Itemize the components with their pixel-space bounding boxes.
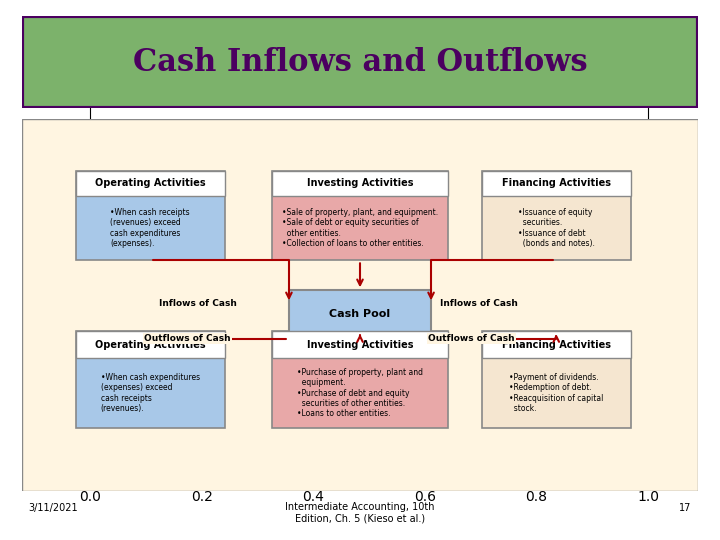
Text: •When cash receipts
(revenues) exceed
cash expenditures
(expenses).: •When cash receipts (revenues) exceed ca… (110, 208, 190, 248)
Text: Cash Pool: Cash Pool (330, 309, 390, 320)
FancyBboxPatch shape (272, 171, 448, 260)
FancyBboxPatch shape (22, 119, 698, 491)
Text: •Payment of dividends.
•Redemption of debt.
•Reacquisition of capital
  stock.: •Payment of dividends. •Redemption of de… (509, 373, 603, 413)
Text: 3/11/2021: 3/11/2021 (29, 503, 78, 513)
FancyBboxPatch shape (76, 331, 225, 359)
Text: Outflows of Cash: Outflows of Cash (144, 334, 230, 343)
Text: Cash Inflows and Outflows: Cash Inflows and Outflows (132, 46, 588, 78)
Text: Outflows of Cash: Outflows of Cash (428, 334, 515, 343)
FancyBboxPatch shape (289, 290, 431, 339)
FancyBboxPatch shape (76, 331, 225, 428)
FancyBboxPatch shape (272, 171, 448, 196)
Text: Inflows of Cash: Inflows of Cash (439, 299, 518, 308)
Text: Intermediate Accounting, 10th
Edition, Ch. 5 (Kieso et al.): Intermediate Accounting, 10th Edition, C… (285, 502, 435, 524)
Text: Inflows of Cash: Inflows of Cash (158, 299, 236, 308)
FancyBboxPatch shape (76, 171, 225, 196)
Text: Financing Activities: Financing Activities (502, 179, 611, 188)
Text: •Purchase of property, plant and
  equipment.
•Purchase of debt and equity
  sec: •Purchase of property, plant and equipme… (297, 368, 423, 418)
Text: •When cash expenditures
(expenses) exceed
cash receipts
(revenues).: •When cash expenditures (expenses) excee… (101, 373, 199, 413)
FancyBboxPatch shape (272, 331, 448, 428)
FancyBboxPatch shape (482, 171, 631, 196)
FancyBboxPatch shape (482, 171, 631, 260)
Text: 17: 17 (679, 503, 691, 513)
Text: Operating Activities: Operating Activities (95, 340, 205, 350)
Text: Investing Activities: Investing Activities (307, 179, 413, 188)
Text: Operating Activities: Operating Activities (95, 179, 205, 188)
FancyBboxPatch shape (482, 331, 631, 359)
Text: Investing Activities: Investing Activities (307, 340, 413, 350)
FancyBboxPatch shape (22, 16, 698, 108)
FancyBboxPatch shape (482, 331, 631, 428)
Text: Financing Activities: Financing Activities (502, 340, 611, 350)
FancyBboxPatch shape (272, 331, 448, 359)
Text: •Issuance of equity
  securities.
•Issuance of debt
  (bonds and notes).: •Issuance of equity securities. •Issuanc… (518, 208, 595, 248)
Text: •Sale of property, plant, and equipment.
•Sale of debt or equity securities of
 : •Sale of property, plant, and equipment.… (282, 208, 438, 248)
FancyBboxPatch shape (76, 171, 225, 260)
